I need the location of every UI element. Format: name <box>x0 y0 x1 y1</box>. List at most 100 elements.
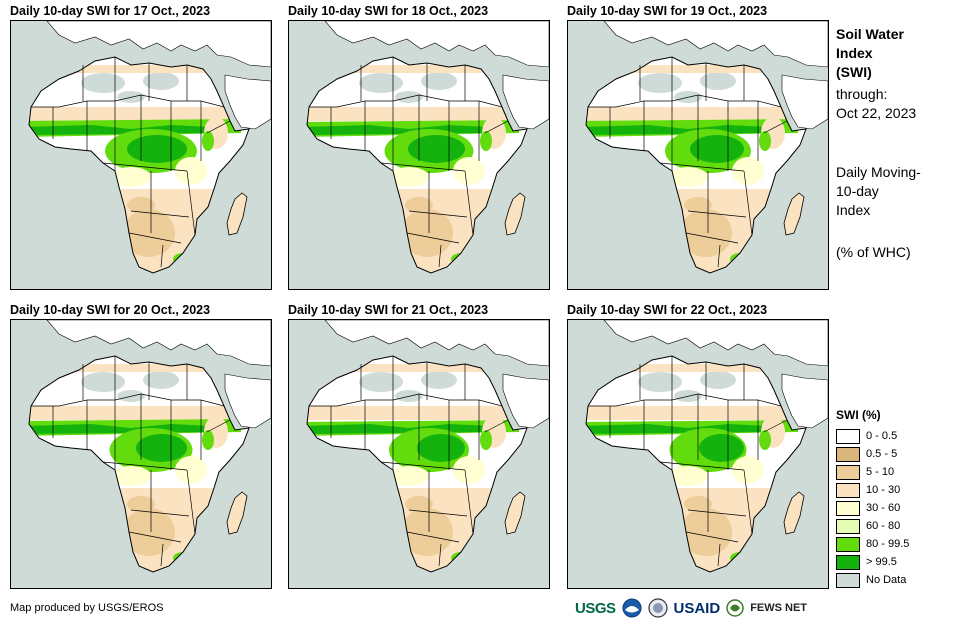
state-seal-icon <box>647 598 668 618</box>
country-border <box>128 531 182 543</box>
south-dry <box>123 209 175 257</box>
legend-item: 80 - 99.5 <box>836 535 909 553</box>
legend-title: SWI (%) <box>836 408 881 422</box>
country-border <box>685 531 739 543</box>
country-border <box>406 232 460 244</box>
panel-title: Daily 10-day SWI for 17 Oct., 2023 <box>10 4 211 18</box>
nodata-patch <box>81 372 125 392</box>
map-panel-2: Daily 10-day SWI for 18 Oct., 2023 <box>288 4 550 292</box>
south-dry <box>127 496 155 512</box>
map-panel-5: Daily 10-day SWI for 21 Oct., 2023 <box>288 303 550 591</box>
south-dry <box>684 197 712 213</box>
fews-net-logo: FEWS NET <box>750 602 808 614</box>
madagascar <box>504 491 526 535</box>
map-panel-3: Daily 10-day SWI for 19 Oct., 2023 <box>567 4 829 292</box>
semiwet-patch <box>389 167 429 187</box>
south-dry <box>401 508 453 556</box>
country-border <box>380 461 466 471</box>
panel-title: Daily 10-day SWI for 22 Oct., 2023 <box>567 303 768 317</box>
legend-label: 0 - 0.5 <box>866 430 898 442</box>
nodata-patch <box>700 72 736 90</box>
semiwet-patch <box>453 456 485 484</box>
country-border <box>130 210 190 218</box>
africa-coastline <box>28 56 250 274</box>
arabia-landmass <box>224 74 271 130</box>
country-border <box>685 232 739 244</box>
country-border <box>206 419 231 433</box>
country-border <box>128 232 182 244</box>
country-borders <box>588 57 788 268</box>
sahel-moderate <box>29 107 249 121</box>
panel-title: Daily 10-day SWI for 21 Oct., 2023 <box>288 303 489 317</box>
country-border <box>130 509 190 517</box>
east-africa-wet <box>480 131 492 151</box>
country-border <box>160 244 164 268</box>
africa-coastline <box>585 56 807 274</box>
semiwet-patch <box>389 466 429 486</box>
country-border <box>309 393 503 407</box>
congo-saturated <box>408 135 465 163</box>
legend-label: 30 - 60 <box>866 502 901 514</box>
south-dry <box>127 197 155 213</box>
congo-saturated <box>417 434 465 462</box>
congo-saturated <box>127 135 187 163</box>
sahel-moderate <box>29 406 249 420</box>
country-border <box>102 461 188 471</box>
info-title-1: Soil Water <box>836 26 904 42</box>
country-borders <box>309 356 509 567</box>
south-dry <box>405 197 433 213</box>
semiwet-patch <box>175 456 207 484</box>
madagascar <box>226 491 248 535</box>
country-border <box>659 162 745 172</box>
europe-landmass <box>603 320 828 367</box>
country-border <box>102 162 188 172</box>
europe-landmass <box>46 21 271 68</box>
semiwet-patch <box>732 157 764 185</box>
legend: 0 - 0.5 0.5 - 5 5 - 10 10 - 30 30 - 60 6… <box>836 427 909 589</box>
madagascar <box>504 192 526 236</box>
legend-swatch <box>836 536 860 552</box>
legend-item: 60 - 80 <box>836 517 909 535</box>
country-border <box>31 94 225 108</box>
madagascar <box>783 192 805 236</box>
country-border <box>406 531 460 543</box>
legend-item: 0 - 0.5 <box>836 427 909 445</box>
legend-label: 10 - 30 <box>866 484 901 496</box>
country-border <box>717 543 721 567</box>
arabia-landmass <box>781 74 828 130</box>
africa-map <box>567 20 829 290</box>
semiwet-patch <box>175 157 207 185</box>
south-dry <box>684 496 712 512</box>
country-border <box>309 94 503 108</box>
east-africa-wet <box>202 131 214 151</box>
semiwet-patch <box>668 466 708 486</box>
legend-label: 5 - 10 <box>866 466 895 478</box>
legend-item: 30 - 60 <box>836 499 909 517</box>
north-coast <box>349 65 499 73</box>
method-line-1: Daily Moving- <box>836 164 921 180</box>
map-credit: Map produced by USGS/EROS <box>10 602 164 614</box>
legend-swatch <box>836 464 860 480</box>
country-border <box>438 543 442 567</box>
country-border <box>464 469 474 535</box>
country-borders <box>588 356 788 567</box>
country-border <box>717 244 721 268</box>
map-panel-6: Daily 10-day SWI for 22 Oct., 2023 <box>567 303 829 591</box>
south-dry <box>123 508 175 556</box>
semiwet-patch <box>668 167 708 187</box>
legend-label: 80 - 99.5 <box>866 538 910 550</box>
semiwet-patch <box>453 157 485 185</box>
info-title-3: (SWI) <box>836 64 872 80</box>
nodata-patch <box>359 73 403 93</box>
legend-swatch <box>836 572 860 588</box>
south-dry <box>680 508 732 556</box>
country-border <box>743 170 753 236</box>
country-border <box>408 509 468 517</box>
africa-map <box>288 20 550 290</box>
europe-landmass <box>46 320 271 367</box>
madagascar <box>226 192 248 236</box>
country-border <box>438 244 442 268</box>
country-border <box>588 94 782 108</box>
sahel-moderate <box>307 107 527 121</box>
map-panel-4: Daily 10-day SWI for 20 Oct., 2023 <box>10 303 272 591</box>
